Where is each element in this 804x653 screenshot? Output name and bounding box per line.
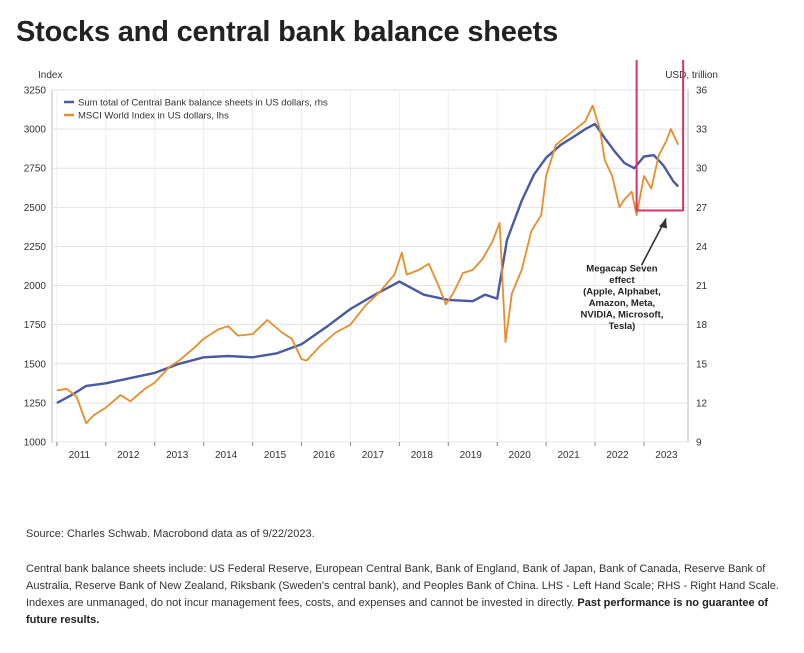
y-right-tick-label: 30 (696, 164, 708, 175)
x-tick-label: 2012 (117, 450, 140, 461)
x-tick-label: 2018 (411, 450, 434, 461)
annotation-text: (Apple, Alphabet, (583, 286, 661, 297)
series-line-msci-world (56, 104, 680, 425)
y-left-tick-label: 2250 (24, 242, 47, 253)
x-tick-label: 2011 (69, 450, 91, 461)
chart-container: 1000 1250 1500 1750 2000 2250 2500 2750 3000 3250… (0, 51, 804, 480)
y-left-tick-label: 2000 (24, 281, 47, 292)
x-tick-label: 2020 (509, 450, 532, 461)
y-left-tick-label: 3000 (24, 125, 47, 136)
y-right-unit-label: USD, trillion (665, 70, 718, 81)
legend-label: MSCI World Index in US dollars, lhs (78, 111, 229, 122)
y-left-tick-label: 1500 (24, 359, 47, 370)
y-left-tick-label: 1750 (24, 320, 47, 331)
annotation-text: Amazon, Meta, (589, 298, 656, 309)
x-tick-label: 2022 (606, 450, 629, 461)
y-left-tick-label: 3250 (24, 86, 47, 97)
x-tick-label: 2016 (313, 450, 336, 461)
annotation-text: Tesla) (609, 321, 636, 332)
annotation-text: Megacap Seven (586, 263, 657, 274)
x-tick-label: 2019 (460, 450, 483, 461)
legend-label: Sum total of Central Bank balance sheets… (78, 98, 328, 109)
y-right-tick-label: 18 (696, 320, 708, 331)
x-tick-label: 2014 (215, 450, 238, 461)
y-right-tick-label: 27 (696, 203, 708, 214)
footnote: Central bank balance sheets include: US … (26, 561, 796, 629)
page-title: Stocks and central bank balance sheets (16, 16, 559, 48)
x-tick-label: 2015 (264, 450, 287, 461)
source-text: Source: Charles Schwab. Macrobond data a… (26, 528, 315, 540)
y-right-tick-label: 12 (696, 398, 708, 409)
x-tick-label: 2017 (362, 450, 385, 461)
y-right-tick-label: 36 (696, 86, 708, 97)
x-tick-label: 2021 (557, 450, 580, 461)
y-left-tick-label: 1000 (24, 438, 47, 449)
footnote-text: Central bank balance sheets include: US … (26, 563, 779, 609)
x-tick-label: 2023 (655, 450, 678, 461)
line-chart: 1000 1250 1500 1750 2000 2250 2500 2750 3000 3250… (24, 51, 718, 461)
y-right-tick-label: 21 (696, 281, 708, 292)
y-right-tick-label: 33 (696, 125, 708, 136)
annotation-arrowhead (658, 218, 667, 229)
y-left-tick-label: 1250 (24, 398, 47, 409)
annotation-text: NVIDIA, Microsoft, (581, 309, 664, 320)
x-tick-label: 2013 (166, 450, 189, 461)
y-left-tick-label: 2500 (24, 203, 47, 214)
y-right-tick-label: 15 (696, 359, 708, 370)
y-left-unit-label: Index (38, 70, 62, 81)
annotation-text: effect (609, 275, 635, 286)
y-left-tick-label: 2750 (24, 164, 47, 175)
y-right-tick-label: 9 (696, 438, 702, 449)
y-right-tick-label: 24 (696, 242, 708, 253)
footnote-disclaimer: Past performance is no guarantee of futu… (26, 597, 769, 626)
series-line-balance-sheets (56, 122, 680, 404)
